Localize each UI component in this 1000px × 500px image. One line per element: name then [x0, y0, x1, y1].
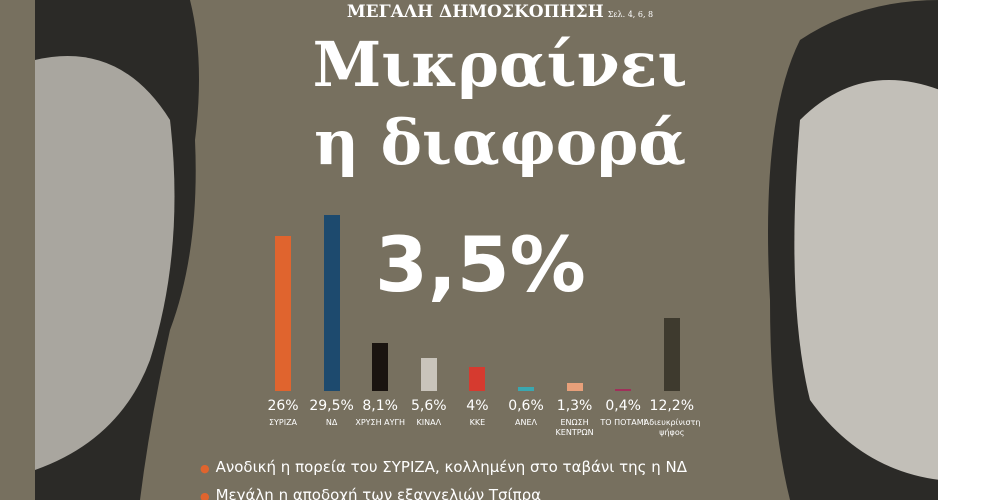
category-label: ΚΙΝΑΛ	[416, 418, 442, 427]
bar	[469, 367, 486, 391]
bullet: Μεγάλη η αποδοχή των εξαγγελιών Τσίπρα	[200, 486, 541, 500]
category-label: ΤΟ ΠΟΤΑΜΙ	[600, 418, 647, 427]
category-label: ΣΥΡΙΖΑ	[268, 418, 298, 427]
category-label: Αδιευκρίνιστη ψήφος	[643, 418, 701, 437]
bar	[275, 235, 291, 391]
bar	[323, 214, 340, 391]
value-label: 0,6%	[508, 398, 544, 414]
bar	[518, 387, 534, 391]
value-label: 0,4%	[605, 398, 641, 414]
bar	[372, 342, 389, 391]
value-label: 26%	[267, 398, 299, 414]
category-label: ΚΚΕ	[469, 418, 486, 427]
bullet: Ανοδική η πορεία του ΣΥΡΙΖΑ, κολλημένη σ…	[200, 458, 687, 476]
face-right	[794, 80, 940, 480]
headline: η διαφορά	[313, 106, 687, 179]
category-label: ΧΡΥΣΗ ΑΥΓΗ	[355, 418, 405, 427]
value-label: 8,1%	[362, 398, 398, 414]
bar	[566, 383, 583, 391]
category-label: ΝΔ	[325, 418, 338, 427]
kicker-text: ΜΕΓΑΛΗ ΔΗΜΟΣΚΟΠΗΣΗ	[346, 2, 604, 22]
value-label: 29,5%	[309, 398, 354, 414]
bar	[420, 357, 437, 391]
face-left	[35, 56, 175, 470]
bar	[663, 318, 680, 391]
headline: Μικραίνει	[312, 28, 688, 101]
page-ref: Σελ. 4, 6, 8	[607, 10, 654, 19]
gap-figure: 3,5%	[375, 220, 586, 309]
bar	[615, 388, 632, 391]
value-label: 4%	[466, 398, 489, 414]
category-label: ΕΝΩΣΗ ΚΕΝΤΡΩΝ	[555, 418, 594, 437]
value-label: 12,2%	[649, 398, 695, 414]
category-label: ΑΝΕΛ	[515, 418, 537, 427]
value-label: 1,3%	[556, 398, 593, 414]
value-label: 5,6%	[411, 398, 447, 414]
kicker: ΜΕΓΑΛΗ ΔΗΜΟΣΚΟΠΗΣΗ Σελ. 4, 6, 8	[300, 2, 700, 22]
page-edge	[938, 0, 1000, 500]
